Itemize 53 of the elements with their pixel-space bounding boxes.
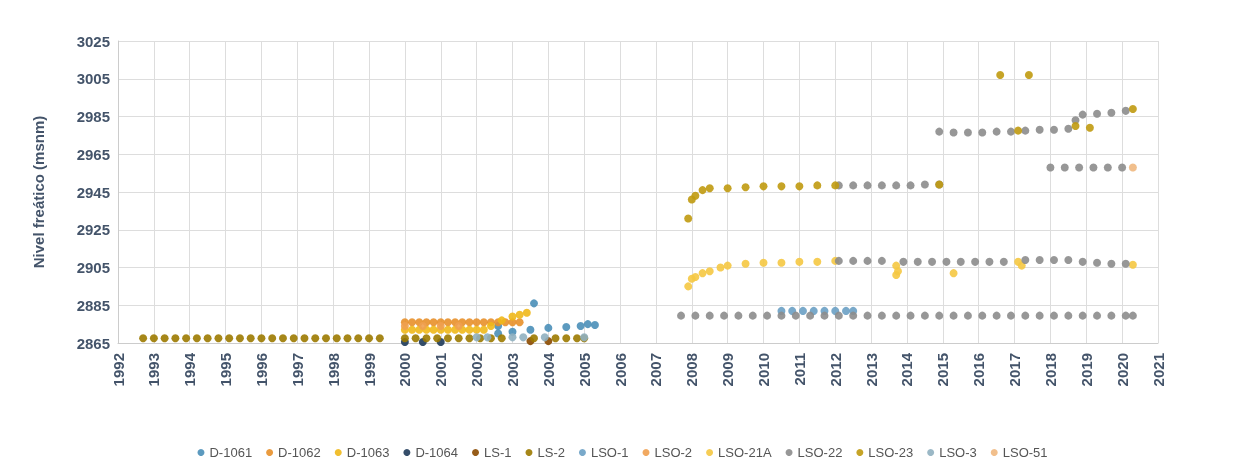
x-tick-label: 2016 [970, 353, 988, 387]
legend-label: D-1064 [415, 445, 459, 460]
x-tick-label: 1996 [252, 353, 270, 387]
x-tick-label: 1999 [360, 353, 378, 387]
y-tick-label: 2985 [76, 108, 110, 125]
legend-label: LSO-1 [590, 445, 629, 460]
x-tick-label: 2009 [719, 353, 737, 387]
x-tick-label: 2015 [934, 353, 952, 387]
legend-label: LSO-23 [868, 445, 914, 460]
x-tick-label: 2002 [468, 353, 486, 387]
x-tick-label: 2020 [1113, 353, 1131, 387]
x-tick-label: 2000 [396, 353, 414, 387]
x-tick-label: 2001 [432, 353, 450, 387]
x-tick-label: 2008 [683, 353, 701, 387]
legend-label: LSO-3 [939, 445, 977, 460]
legend-label: D-1063 [346, 445, 390, 460]
y-axis-title: Nivel freático (msnm) [30, 115, 47, 269]
y-tick-label: 3005 [76, 70, 110, 88]
x-tick-label: 2006 [611, 353, 629, 387]
x-tick-label: 2010 [755, 353, 773, 387]
legend-label: D-1061 [209, 445, 253, 460]
legend-label: LS-1 [484, 445, 512, 460]
x-tick-label: 2014 [898, 352, 916, 387]
y-tick-label: 2905 [76, 259, 110, 276]
x-tick-label: 2012 [826, 353, 844, 387]
x-tick-label: 1993 [145, 353, 163, 387]
x-tick-label: 1998 [324, 353, 342, 387]
y-tick-label: 2965 [76, 145, 110, 163]
x-tick-label: 2018 [1041, 353, 1059, 387]
x-tick-label: 1995 [217, 353, 235, 387]
x-tick-label: 2021 [1149, 353, 1167, 387]
y-tick-label: 2865 [76, 334, 110, 352]
y-tick-label: 2945 [76, 183, 110, 201]
legend-label: D-1062 [278, 445, 321, 460]
x-tick-label: 2004 [539, 352, 557, 387]
legend-label: LSO-22 [797, 445, 843, 460]
x-tick-label: 2019 [1077, 353, 1095, 387]
legend-label: LSO-21A [718, 445, 772, 460]
x-tick-label: 1994 [181, 352, 199, 387]
x-tick-label: 2003 [503, 353, 521, 387]
x-tick-label: 2017 [1006, 353, 1024, 387]
y-tick-label: 2885 [76, 296, 110, 314]
x-tick-label: 2013 [862, 353, 880, 387]
legend-label: LSO-2 [654, 445, 693, 460]
x-tick-label: 2005 [575, 353, 593, 387]
x-tick-label: 2007 [647, 353, 665, 387]
legend-label: LS-2 [537, 445, 565, 460]
x-tick-label: 1997 [288, 353, 306, 387]
x-tick-label: 1992 [109, 353, 127, 387]
legend-label: LSO-51 [1002, 445, 1048, 460]
x-tick-label: 2011 [790, 353, 808, 386]
y-tick-label: 3025 [76, 32, 110, 50]
y-tick-label: 2925 [76, 221, 110, 239]
